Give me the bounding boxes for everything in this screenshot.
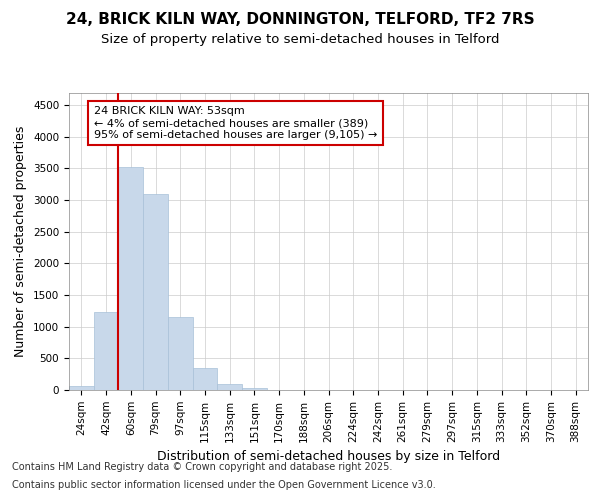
Bar bbox=[168, 317, 193, 390]
Text: Contains public sector information licensed under the Open Government Licence v3: Contains public sector information licen… bbox=[12, 480, 436, 490]
Bar bbox=[69, 386, 94, 390]
Bar bbox=[94, 312, 118, 390]
Bar bbox=[217, 384, 242, 390]
Bar bbox=[118, 167, 143, 390]
Y-axis label: Number of semi-detached properties: Number of semi-detached properties bbox=[14, 126, 28, 357]
Text: 24, BRICK KILN WAY, DONNINGTON, TELFORD, TF2 7RS: 24, BRICK KILN WAY, DONNINGTON, TELFORD,… bbox=[65, 12, 535, 28]
X-axis label: Distribution of semi-detached houses by size in Telford: Distribution of semi-detached houses by … bbox=[157, 450, 500, 463]
Text: Contains HM Land Registry data © Crown copyright and database right 2025.: Contains HM Land Registry data © Crown c… bbox=[12, 462, 392, 472]
Text: Size of property relative to semi-detached houses in Telford: Size of property relative to semi-detach… bbox=[101, 32, 499, 46]
Text: 24 BRICK KILN WAY: 53sqm
← 4% of semi-detached houses are smaller (389)
95% of s: 24 BRICK KILN WAY: 53sqm ← 4% of semi-de… bbox=[94, 106, 377, 140]
Bar bbox=[193, 368, 217, 390]
Bar bbox=[143, 194, 168, 390]
Bar bbox=[242, 388, 267, 390]
